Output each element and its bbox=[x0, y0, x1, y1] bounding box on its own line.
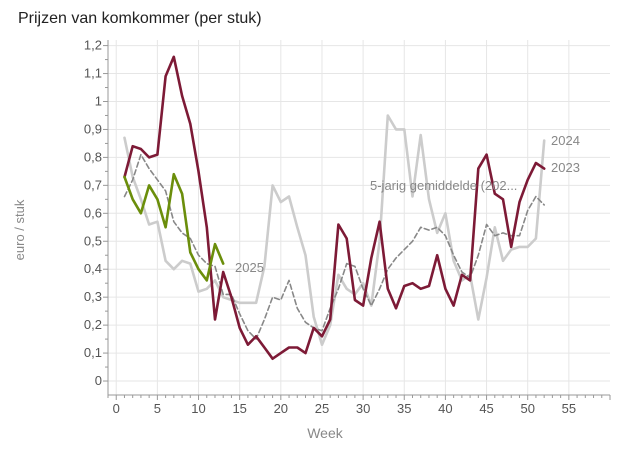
y-tick-label: 0,3 bbox=[84, 289, 102, 304]
x-tick-label: 40 bbox=[438, 401, 452, 416]
y-tick-label: 0,8 bbox=[84, 149, 102, 164]
y-tick-label: 0,9 bbox=[84, 121, 102, 136]
y-tick-label: 0 bbox=[95, 373, 102, 388]
series-line-2025 bbox=[123, 172, 225, 282]
y-tick-label: 0,4 bbox=[84, 261, 102, 276]
series-label-2025: 2025 bbox=[235, 260, 264, 275]
x-axis-label: Week bbox=[307, 425, 344, 441]
series bbox=[123, 55, 546, 361]
y-tick-label: 1 bbox=[95, 93, 102, 108]
axes: 0 0,1 0,2 0,3 0,4 0,5 0,6 0,7 0,8 0,9 1 1,1 1,2 0 5 10 1… bbox=[84, 38, 611, 416]
labels: euro / stuk Week 2024 2023 2025 5-jarig … bbox=[12, 133, 580, 441]
chart-title: Prijzen van komkommer (per stuk) bbox=[18, 10, 262, 27]
y-tick-label: 1,1 bbox=[84, 66, 102, 81]
y-tick-label: 0,5 bbox=[84, 233, 102, 248]
x-tick-label: 35 bbox=[397, 401, 411, 416]
x-tick-label: 0 bbox=[113, 401, 120, 416]
grid bbox=[108, 40, 610, 395]
y-axis-label: euro / stuk bbox=[12, 199, 27, 260]
series-label-5-year-average: 5-jarig gemiddelde (202... bbox=[370, 178, 517, 193]
x-tick-label: 5 bbox=[154, 401, 161, 416]
series-line-2023 bbox=[123, 55, 546, 361]
y-tick-label: 0,7 bbox=[84, 177, 102, 192]
x-tick-label: 25 bbox=[315, 401, 329, 416]
y-tick-label: 0,6 bbox=[84, 205, 102, 220]
x-tick-label: 15 bbox=[232, 401, 246, 416]
series-line-5-jarig-gemiddelde-202 bbox=[123, 153, 546, 340]
x-tick-label: 45 bbox=[479, 401, 493, 416]
y-tick-label: 0,1 bbox=[84, 345, 102, 360]
x-tick-label: 20 bbox=[274, 401, 288, 416]
series-label-2024: 2024 bbox=[551, 133, 580, 148]
x-tick-label: 30 bbox=[356, 401, 370, 416]
y-tick-label: 1,2 bbox=[84, 38, 102, 53]
series-label-2023: 2023 bbox=[551, 160, 580, 175]
x-tick-label: 55 bbox=[562, 401, 576, 416]
x-tick-label: 10 bbox=[191, 401, 205, 416]
x-tick-label: 50 bbox=[520, 401, 534, 416]
y-tick-label: 0,2 bbox=[84, 317, 102, 332]
